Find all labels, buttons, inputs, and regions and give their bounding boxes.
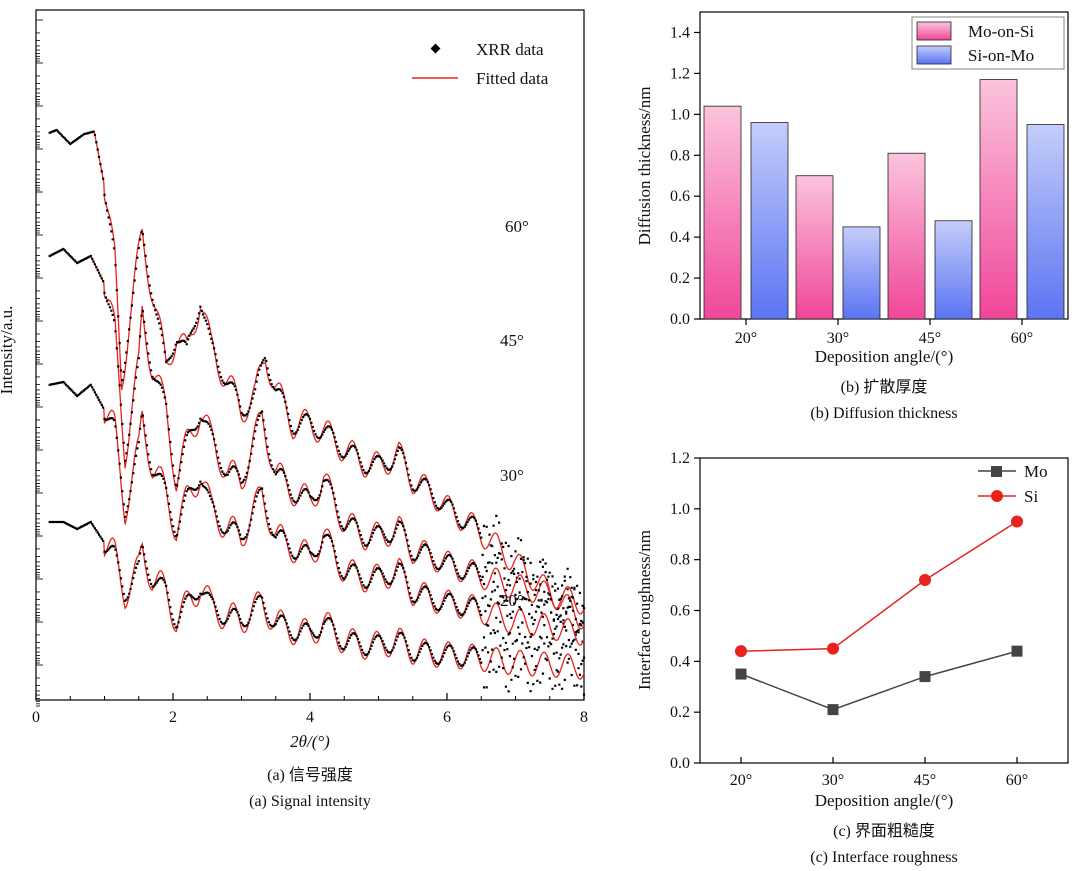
legend-xrr-label: XRR data [476, 40, 544, 59]
curve-label-0: 60° [505, 217, 529, 236]
point-si-0 [735, 645, 747, 658]
panel-a-x-tick-label: 6 [443, 709, 451, 726]
point-mo-0 [735, 668, 747, 680]
bar-mo-on-si-3 [979, 79, 1018, 320]
panel-c-caption-en: (c) Interface roughness [810, 849, 957, 866]
fitted-curve-2 [49, 381, 585, 646]
panel-a-y-axis-label: Intensity/a.u. [0, 306, 16, 395]
series-line-mo [740, 650, 1018, 711]
panel-c-y-tick-label: 1.0 [670, 501, 690, 518]
panel-a-curves [48, 128, 586, 696]
panel-a-caption-en: (a) Signal intensity [249, 793, 371, 810]
curve-label-1: 45° [500, 331, 524, 350]
panel-b: 0.0 0.2 0.4 0.6 0.8 1.0 1.2 1.4 20° 30° 45° 60° Mo… [635, 11, 1069, 422]
bar-si-on-mo-3 [1026, 124, 1065, 320]
point-si-2 [919, 574, 931, 586]
panel-a-x-tick-label: 0 [32, 709, 40, 726]
panel-b-x-tick-label: 60° [1011, 330, 1033, 347]
panel-c-y-tick-label: 0.6 [670, 603, 690, 620]
panel-a-x-tick-label: 4 [306, 709, 314, 726]
panel-b-y-axis-label: Diffusion thickness/nm [635, 87, 654, 246]
panel-b-y-tick-label: 1.4 [670, 24, 690, 41]
point-mo-1 [827, 704, 839, 716]
legend-si-on-mo-label: Si-on-Mo [968, 46, 1034, 65]
panel-c-x-tick-label: 30° [822, 772, 844, 789]
panel-a-y-minor-ticks [36, 19, 43, 707]
bar-mo-on-si-0 [703, 105, 742, 320]
panel-c-legend: Mo Si [978, 462, 1048, 506]
panel-b-y-tick-label: 0.6 [670, 188, 690, 205]
panel-b-plot-frame [699, 11, 1069, 320]
bar-mo-on-si-2 [887, 152, 926, 320]
xrr-data-0 [48, 128, 586, 643]
panel-b-y-tick-label: 0.8 [670, 147, 690, 164]
panel-c-x-tick-label: 60° [1006, 772, 1028, 789]
legend-si-label: Si [1024, 487, 1038, 506]
xrr-data-1 [48, 247, 586, 632]
point-mo-3 [1011, 645, 1023, 657]
xrr-data-3 [48, 520, 586, 696]
panel-b-x-tick-label: 45° [919, 330, 941, 347]
panel-c-x-axis-label: Deposition angle/(°) [815, 791, 954, 810]
panel-c-y-tick-label: 0.2 [670, 704, 690, 721]
point-mo-2 [919, 671, 931, 683]
fitted-curve-0 [49, 129, 585, 630]
panel-a-caption-zh: (a) 信号强度 [267, 766, 353, 784]
panel-b-legend: Mo-on-Si Si-on-Mo [911, 16, 1065, 70]
panel-b-bars [703, 79, 1065, 320]
panel-b-y-tick-label: 0.4 [670, 229, 690, 246]
panel-b-x-ticks: 20° 30° 45° 60° [735, 319, 1033, 347]
panel-c: 0.0 0.2 0.4 0.6 0.8 1.0 1.2 20° 30° 45° 60° Mo Si… [635, 450, 1069, 866]
curve-label-2: 30° [500, 466, 524, 485]
point-si-1 [827, 642, 839, 655]
bar-mo-on-si-1 [795, 175, 834, 320]
panel-a-legend: XRR data Fitted data [412, 40, 549, 88]
legend-mo-on-si-swatch [916, 21, 952, 41]
panel-a-x-ticks: 0 2 4 6 8 [32, 693, 588, 726]
panel-c-lines [735, 515, 1023, 716]
legend-xrr-marker [430, 43, 441, 54]
panel-a-curve-labels: 60° 45° 30° 20° [500, 217, 529, 610]
panel-b-y-ticks: 0.0 0.2 0.4 0.6 0.8 1.0 1.2 1.4 [670, 24, 700, 328]
legend-si-marker [991, 490, 1003, 502]
panel-c-caption-zh: (c) 界面粗糙度 [833, 822, 935, 840]
point-si-3 [1011, 515, 1023, 528]
bar-si-on-mo-1 [842, 226, 881, 320]
panel-c-y-tick-label: 0.4 [670, 653, 690, 670]
panel-b-x-tick-label: 20° [735, 330, 757, 347]
curve-label-3: 20° [500, 591, 524, 610]
series-line-si [740, 520, 1018, 652]
legend-mo-on-si-label: Mo-on-Si [968, 22, 1034, 41]
panel-c-x-tick-label: 45° [914, 772, 936, 789]
panel-b-x-tick-label: 30° [827, 330, 849, 347]
panel-b-caption-en: (b) Diffusion thickness [810, 405, 957, 422]
panel-b-y-tick-label: 0.0 [670, 311, 690, 328]
legend-fit-label: Fitted data [476, 69, 549, 88]
panel-b-caption-zh: (b) 扩散厚度 [841, 378, 928, 396]
panel-a-x-axis-label: 2θ/(°) [290, 732, 330, 751]
panel-b-x-axis-label: Deposition angle/(°) [815, 347, 954, 366]
panel-b-y-tick-label: 1.0 [670, 106, 690, 123]
panel-c-x-ticks: 20° 30° 45° 60° [730, 757, 1028, 789]
panel-c-y-tick-label: 0.0 [670, 755, 690, 772]
panel-b-y-tick-label: 1.2 [670, 65, 690, 82]
panel-b-y-tick-label: 0.2 [670, 270, 690, 287]
legend-mo-marker [991, 466, 1002, 477]
panel-c-y-axis-label: Interface roughness/nm [635, 530, 654, 690]
bar-si-on-mo-0 [750, 122, 789, 320]
panel-c-y-tick-label: 0.8 [670, 552, 690, 569]
panel-a-x-tick-label: 2 [169, 709, 177, 726]
xrr-data-2 [48, 380, 586, 666]
fitted-curve-3 [49, 521, 585, 680]
panel-c-x-tick-label: 20° [730, 772, 752, 789]
panel-c-y-tick-label: 1.2 [670, 450, 690, 467]
panel-c-y-ticks: 0.0 0.2 0.4 0.6 0.8 1.0 1.2 [670, 450, 700, 772]
fitted-curve-1 [49, 248, 585, 615]
bar-si-on-mo-2 [934, 220, 973, 320]
panel-a-x-tick-label: 8 [580, 709, 588, 726]
legend-si-on-mo-swatch [916, 45, 952, 65]
legend-mo-label: Mo [1024, 462, 1048, 481]
